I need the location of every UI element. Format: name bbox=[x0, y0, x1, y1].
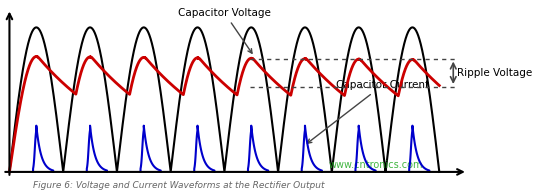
Text: Capacitor Current: Capacitor Current bbox=[307, 80, 429, 143]
Text: Ripple Voltage: Ripple Voltage bbox=[457, 68, 532, 78]
Text: www.cntronics.com: www.cntronics.com bbox=[328, 160, 423, 170]
Text: Capacitor Voltage: Capacitor Voltage bbox=[178, 8, 271, 53]
Text: Figure 6: Voltage and Current Waveforms at the Rectifier Output: Figure 6: Voltage and Current Waveforms … bbox=[33, 181, 325, 190]
